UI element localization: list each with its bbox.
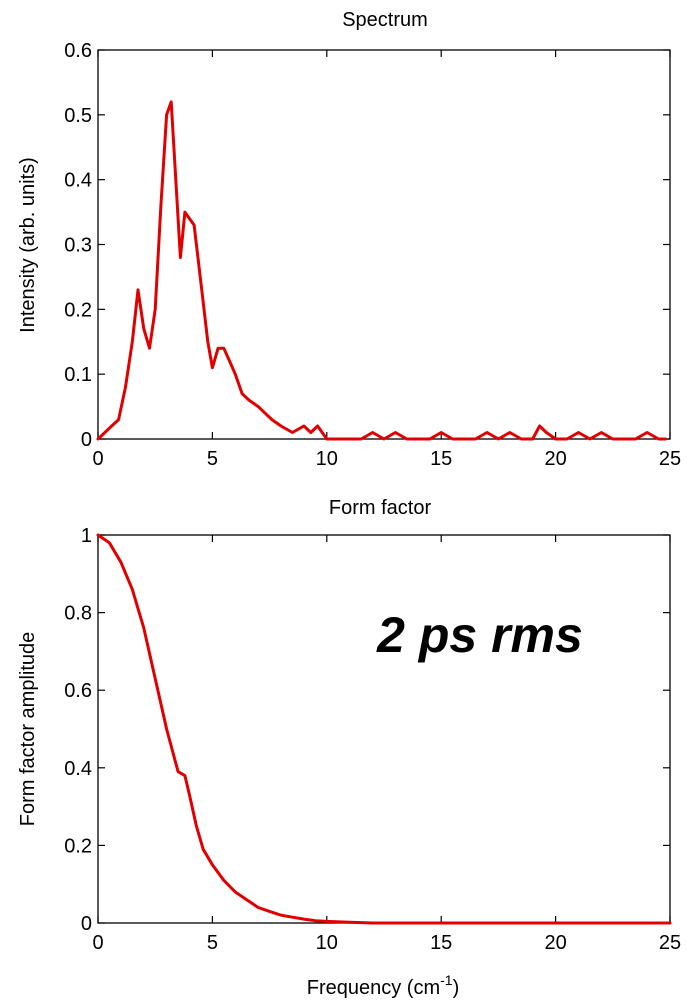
spectrum-x-tick-label: 10	[316, 448, 338, 470]
spectrum-x-tick-label: 15	[430, 448, 452, 470]
form-factor-title: Form factor	[329, 497, 432, 519]
form-factor-x-axis-label: Frequency (cm-1)	[307, 972, 460, 999]
spectrum-y-tick-label: 0.2	[64, 299, 92, 321]
form-factor-chart: Form factor 0 0.2 0.4 0.6 0.8 1 0 5 10 15 20 25 Fo…	[17, 497, 681, 999]
spectrum-x-tick-label: 20	[544, 448, 566, 470]
spectrum-x-tick-label: 0	[92, 448, 103, 470]
form-factor-y-tick-label: 0	[81, 913, 92, 935]
form-factor-y-ticks: 0 0.2 0.4 0.6 0.8 1	[64, 525, 670, 935]
spectrum-x-tick-label: 5	[207, 448, 218, 470]
form-factor-x-tick-label: 15	[430, 932, 452, 954]
spectrum-chart: Spectrum 00.10.20.30.40.50.6 0 5 10 15 20 25 …	[17, 9, 681, 470]
spectrum-y-axis-label: Intensity (arb. units)	[17, 157, 39, 333]
spectrum-y-ticks: 0 0.1 0.2 0.3 0.4 0.5 0.6	[64, 40, 670, 451]
spectrum-x-ticks: 0 5 10 15 20 25	[92, 50, 681, 470]
form-factor-y-tick-label: 1	[81, 525, 92, 547]
spectrum-y-tick-label: 0.5	[64, 105, 92, 127]
form-factor-x-tick-label: 25	[659, 932, 681, 954]
spectrum-y-tick-label: 0	[81, 429, 92, 451]
form-factor-x-ticks: 0 5 10 15 20 25	[92, 535, 681, 954]
form-factor-y-tick-label: 0.8	[64, 603, 92, 625]
rms-annotation: 2 ps rms	[376, 607, 583, 663]
spectrum-plot-frame	[97, 49, 671, 440]
form-factor-y-tick-label: 0.4	[64, 758, 92, 780]
form-factor-x-tick-label: 10	[316, 932, 338, 954]
form-factor-y-tick-label: 0.2	[64, 835, 92, 857]
spectrum-y-tick-label: 0.1	[64, 364, 92, 386]
form-factor-series-line	[96, 533, 672, 925]
form-factor-x-tick-label: 5	[207, 932, 218, 954]
form-factor-x-tick-label: 0	[92, 932, 103, 954]
spectrum-title: Spectrum	[342, 9, 428, 31]
form-factor-y-tick-label: 0.6	[64, 680, 92, 702]
form-factor-y-axis-label: Form factor amplitude	[17, 632, 39, 827]
spectrum-y-tick-label: 0.3	[64, 235, 92, 257]
spectrum-series-line	[96, 100, 667, 441]
spectrum-y-tick-label: 0.6	[64, 40, 92, 62]
form-factor-plot-frame	[97, 534, 671, 924]
spectrum-y-tick-label: 0.4	[64, 170, 92, 192]
spectrum-x-tick-label: 25	[659, 448, 681, 470]
form-factor-x-tick-label: 20	[544, 932, 566, 954]
